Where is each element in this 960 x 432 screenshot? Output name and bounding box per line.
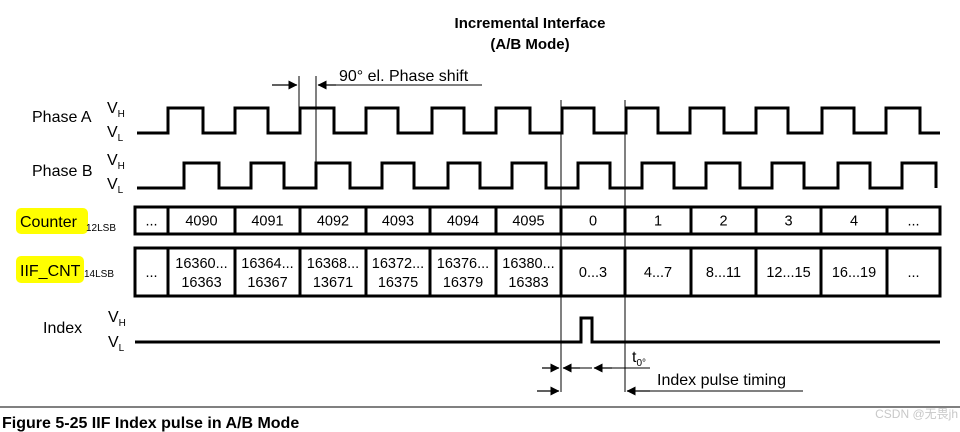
counter-cell-text: 4093: [382, 214, 414, 230]
index-pulse-timing-label: Index pulse timing: [657, 372, 786, 389]
iif-cnt-cell-text: 16367: [247, 275, 287, 291]
phase-b-waveform: [137, 161, 938, 190]
iif-cnt-cell-text: 16383: [508, 275, 548, 291]
counter-cell: [559, 205, 627, 236]
iif-cnt-cell-text: 16360...: [175, 256, 227, 272]
iif-cnt-cell-text: 16375: [378, 275, 418, 291]
index-waveform: [135, 316, 940, 344]
iif-cnt-cell-text: 13671: [313, 275, 353, 291]
counter-cell-text: ...: [907, 214, 919, 230]
iif-cnt-cell: [298, 246, 368, 298]
phase-shift-label: 90° el. Phase shift: [339, 68, 469, 85]
counter-label: Counter: [20, 214, 78, 231]
iif-cnt-cell-text: 8...11: [706, 265, 741, 281]
index-vh: VH: [108, 309, 126, 329]
iif-cnt-cell: [689, 246, 758, 298]
iif-cnt-cell-text: 16364...: [241, 256, 293, 272]
counter-cell-text: 4094: [447, 214, 479, 230]
counter-cell-text: 4092: [317, 214, 349, 230]
watermark: CSDN @无畏jh: [875, 407, 958, 421]
index-vl: VL: [108, 334, 125, 354]
t0-label: t0°: [632, 349, 646, 369]
iif-cnt-cell-text: 16376...: [437, 256, 489, 272]
iif-cnt-cell: [494, 246, 563, 298]
counter-row: ... 4090 4091 4092 4093 4094 4095 0 1 2 3 4...: [133, 205, 942, 236]
iif-cnt-cell: [885, 246, 942, 298]
counter-cell: [494, 205, 563, 236]
counter-cell-text: 2: [719, 214, 727, 230]
counter-cell-text: ...: [145, 214, 157, 230]
counter-cell: [885, 205, 942, 236]
counter-cell-text: 4095: [512, 214, 544, 230]
counter-cell: [428, 205, 498, 236]
diagram-subtitle: (A/B Mode): [490, 36, 569, 53]
counter-cell: [819, 205, 889, 236]
counter-cell-text: 4090: [185, 214, 217, 230]
phase-b-label: Phase B: [32, 163, 92, 180]
iif-cnt-cell-text: 0...3: [579, 265, 607, 281]
iif-cnt-cell-text: 4...7: [644, 265, 672, 281]
counter-highlight: [16, 208, 88, 234]
phase-a-waveform: [137, 106, 940, 135]
iif-cnt-cell-text: 16380...: [502, 256, 554, 272]
iif-cnt-cell-text: 16363: [181, 275, 221, 291]
iif-cnt-cell-text: 16...19: [832, 265, 876, 281]
counter-cell: [166, 205, 237, 236]
iif-cnt-row: ... 16360... 16363 16364... 16367 16368... 136…: [133, 246, 942, 298]
counter-sub: 12LSB: [86, 223, 116, 234]
iif-cnt-cell-text: 12...15: [766, 265, 810, 281]
index-label: Index: [43, 320, 82, 337]
iif-cnt-cell-text: 16379: [443, 275, 483, 291]
iif-cnt-cell-text: ...: [907, 265, 919, 281]
phase-b-vl: VL: [107, 176, 124, 196]
counter-cell-text: 4091: [251, 214, 283, 230]
iif-cnt-cell-text: 16372...: [372, 256, 424, 272]
counter-cell-text: 3: [784, 214, 792, 230]
phase-a-vh: VH: [107, 100, 125, 120]
iif-cnt-sub: 14LSB: [84, 269, 114, 280]
counter-cell: [364, 205, 432, 236]
diagram-title: Incremental Interface: [455, 15, 606, 32]
phase-a-vl: VL: [107, 124, 124, 144]
counter-cell: [689, 205, 758, 236]
iif-cnt-cell: [754, 246, 823, 298]
phase-a-label: Phase A: [32, 109, 92, 126]
iif-cnt-label: IIF_CNT: [20, 263, 81, 280]
figure-caption: Figure 5-25 IIF Index pulse in A/B Mode: [2, 415, 299, 432]
iif-cnt-cell: [364, 246, 432, 298]
iif-cnt-highlight: [16, 256, 84, 283]
iif-cnt-cell-text: 16368...: [307, 256, 359, 272]
iif-cnt-cell-text: ...: [145, 265, 157, 281]
counter-cell-text: 1: [654, 214, 662, 230]
counter-cell-text: 4: [850, 214, 858, 230]
phase-b-vh: VH: [107, 152, 125, 172]
counter-cell-text: 0: [589, 214, 597, 230]
